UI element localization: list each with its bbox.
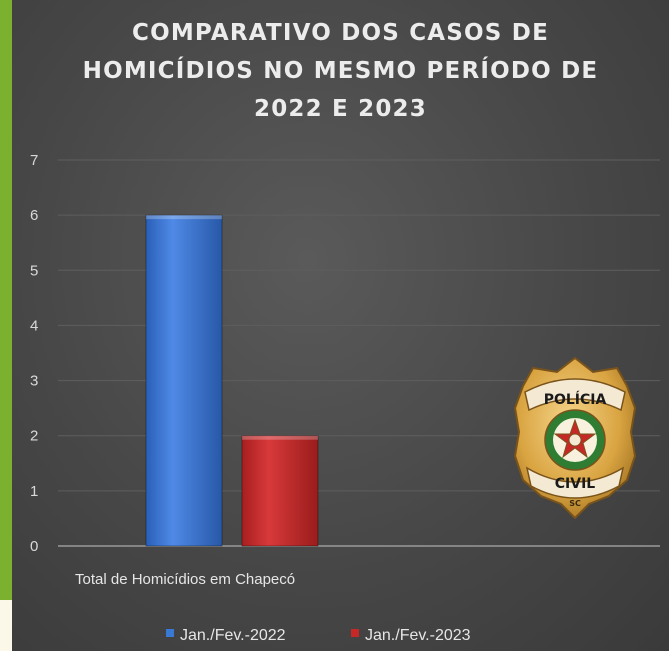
y-tick-label: 0 [30,538,38,555]
legend: Jan./Fev.-2022 Jan./Fev.-2023 [166,627,471,644]
chart-title: COMPARATIVO DOS CASOS DE HOMICÍDIOS NO M… [12,14,669,128]
y-tick-label: 4 [30,317,38,334]
title-line-1: COMPARATIVO DOS CASOS DE [132,20,549,46]
bars [145,214,319,547]
badge-top-text: POLÍCIA [544,391,607,408]
bar-highlight [146,215,222,220]
badge-bottom-text: CIVIL [555,476,596,492]
x-category-label: Total de Homicídios em Chapecó [75,571,295,588]
y-tick-label: 1 [30,483,38,500]
legend-swatch-2022 [166,629,174,637]
y-tick-label: 7 [30,152,38,169]
legend-label-2022: Jan./Fev.-2022 [180,627,286,644]
police-badge-icon: POLÍCIA CIVIL SC [513,356,637,520]
bar-2022 [145,214,223,547]
y-tick-label: 3 [30,373,38,390]
y-axis-ticks: 0 1 2 3 4 5 6 7 [30,152,38,555]
title-line-2: HOMICÍDIOS NO MESMO PERÍODO DE [82,58,599,84]
title-line-3: 2022 E 2023 [254,96,427,122]
y-tick-label: 2 [30,428,38,445]
y-tick-label: 5 [30,262,38,279]
badge-state-text: SC [569,499,581,508]
legend-swatch-2023 [351,629,359,637]
y-tick-label: 6 [30,207,38,224]
bar-highlight [242,435,318,440]
legend-label-2023: Jan./Fev.-2023 [365,627,471,644]
bar-2023 [241,435,319,547]
